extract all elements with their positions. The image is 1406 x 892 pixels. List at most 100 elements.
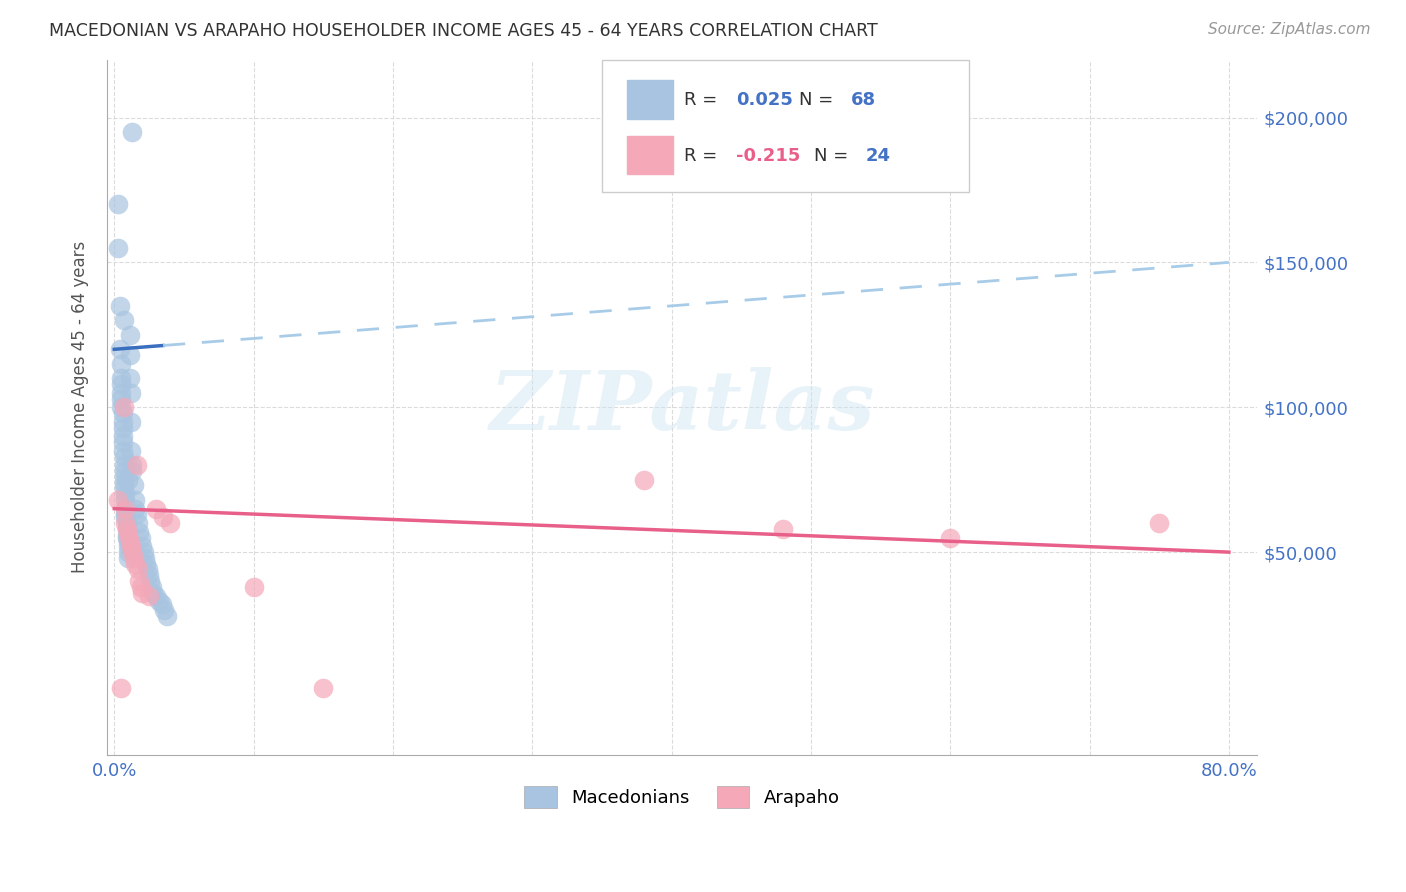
Text: N =: N = xyxy=(799,91,839,109)
Text: R =: R = xyxy=(685,91,723,109)
Point xyxy=(117,550,139,565)
Point xyxy=(114,487,136,501)
Point xyxy=(117,533,139,548)
Point xyxy=(114,501,136,516)
Point xyxy=(110,385,132,400)
Point xyxy=(121,125,143,139)
Point xyxy=(110,392,132,406)
Point xyxy=(107,241,129,255)
Point xyxy=(242,580,264,594)
Point xyxy=(118,371,141,385)
Point xyxy=(138,568,160,582)
Point xyxy=(156,608,179,623)
FancyBboxPatch shape xyxy=(627,136,673,174)
Point xyxy=(131,585,153,599)
Point xyxy=(117,539,139,553)
Point xyxy=(110,357,132,371)
Point xyxy=(118,348,141,362)
Point xyxy=(141,580,163,594)
Point xyxy=(128,574,150,588)
Point xyxy=(129,531,152,545)
Text: R =: R = xyxy=(685,146,723,164)
Point xyxy=(110,377,132,392)
Text: -0.215: -0.215 xyxy=(737,146,800,164)
Point xyxy=(124,557,146,571)
Point xyxy=(127,516,149,530)
Point xyxy=(115,516,138,530)
Point xyxy=(134,550,156,565)
Point xyxy=(117,473,139,487)
Point xyxy=(114,510,136,524)
Point xyxy=(139,574,162,588)
Text: MACEDONIAN VS ARAPAHO HOUSEHOLDER INCOME AGES 45 - 64 YEARS CORRELATION CHART: MACEDONIAN VS ARAPAHO HOUSEHOLDER INCOME… xyxy=(49,22,877,40)
Point xyxy=(115,527,138,541)
Point xyxy=(128,524,150,539)
Point xyxy=(112,482,135,496)
Point xyxy=(121,545,143,559)
Point xyxy=(108,343,131,357)
Point xyxy=(107,197,129,211)
Point xyxy=(115,522,138,536)
Point xyxy=(127,562,149,576)
Point xyxy=(131,539,153,553)
Text: N =: N = xyxy=(814,146,855,164)
Point xyxy=(117,545,139,559)
Point xyxy=(1147,516,1170,530)
Point xyxy=(135,557,157,571)
Point xyxy=(110,681,132,696)
Point xyxy=(112,458,135,473)
Point xyxy=(122,550,145,565)
FancyBboxPatch shape xyxy=(627,80,673,119)
Point xyxy=(152,510,174,524)
Point xyxy=(120,385,142,400)
Point xyxy=(118,327,141,342)
Text: 68: 68 xyxy=(851,91,876,109)
Point xyxy=(111,415,134,429)
Point xyxy=(121,458,143,473)
Point xyxy=(107,492,129,507)
Legend: Macedonians, Arapaho: Macedonians, Arapaho xyxy=(517,779,846,815)
Point xyxy=(120,443,142,458)
Point xyxy=(111,420,134,434)
Text: 0.025: 0.025 xyxy=(737,91,793,109)
Point xyxy=(114,492,136,507)
Point xyxy=(772,522,794,536)
Point xyxy=(112,450,135,464)
Point xyxy=(120,415,142,429)
Point xyxy=(121,464,143,478)
Point xyxy=(118,533,141,548)
Point xyxy=(111,406,134,420)
Point xyxy=(114,508,136,522)
Point xyxy=(114,516,136,530)
Text: Source: ZipAtlas.com: Source: ZipAtlas.com xyxy=(1208,22,1371,37)
Point xyxy=(124,492,146,507)
Point xyxy=(124,501,146,516)
Point xyxy=(112,464,135,478)
Point xyxy=(111,443,134,458)
Point xyxy=(125,458,148,473)
Point xyxy=(633,473,655,487)
Point xyxy=(111,435,134,450)
Point xyxy=(312,681,335,696)
Point xyxy=(110,401,132,415)
Point xyxy=(138,589,160,603)
Text: ZIPatlas: ZIPatlas xyxy=(489,368,875,447)
Point xyxy=(120,539,142,553)
Point xyxy=(108,299,131,313)
Point xyxy=(132,545,155,559)
Point xyxy=(112,470,135,484)
Point xyxy=(142,585,165,599)
Point xyxy=(159,516,181,530)
Point xyxy=(112,401,135,415)
Point xyxy=(115,531,138,545)
Point xyxy=(110,371,132,385)
Point xyxy=(148,594,170,608)
Point xyxy=(150,597,173,611)
Point xyxy=(117,527,139,541)
Y-axis label: Householder Income Ages 45 - 64 years: Householder Income Ages 45 - 64 years xyxy=(72,241,89,574)
Point xyxy=(153,603,176,617)
Point xyxy=(136,562,159,576)
Point xyxy=(115,522,138,536)
Point xyxy=(145,589,167,603)
Point xyxy=(939,531,962,545)
